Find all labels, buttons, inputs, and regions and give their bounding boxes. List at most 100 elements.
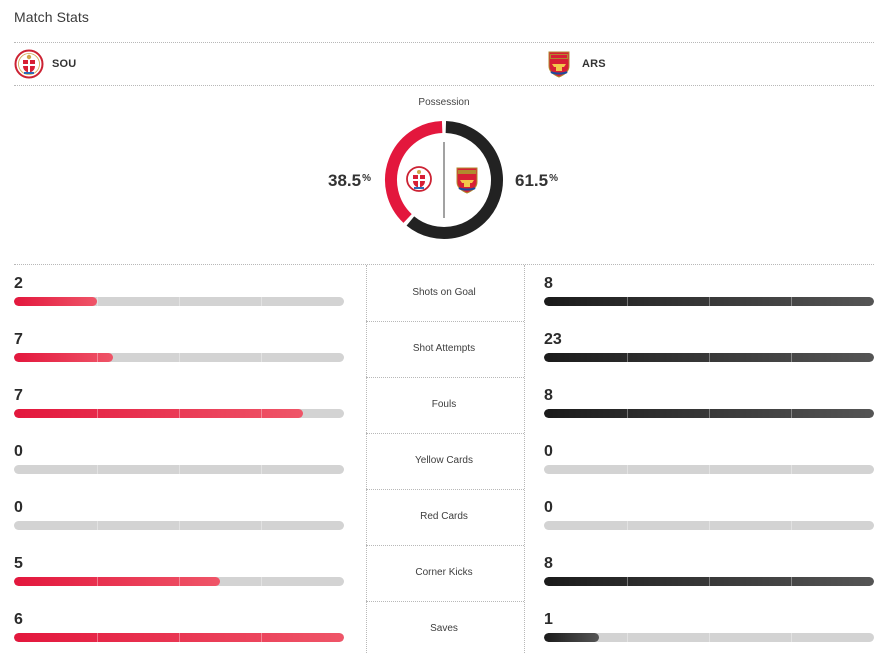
away-stat-bar-fill [544, 577, 874, 586]
away-stat-value: 23 [544, 331, 562, 348]
home-stat-bar-fill [14, 409, 303, 418]
bar-segment-tick [791, 521, 792, 530]
stat-row: 0 0 Red Cards [14, 489, 874, 545]
bar-segment-tick [261, 465, 262, 474]
away-stat-bar-track [544, 521, 874, 530]
home-stat-bar-track [14, 465, 344, 474]
home-stat-value: 0 [14, 443, 23, 460]
bar-segment-tick [97, 633, 98, 642]
home-team-abbr: SOU [52, 58, 77, 70]
away-stat-bar-fill [544, 633, 599, 642]
stat-label: Yellow Cards [415, 455, 473, 466]
bar-segment-tick [261, 633, 262, 642]
home-team[interactable]: SOU [14, 49, 76, 79]
bar-segment-tick [709, 297, 710, 306]
divider [14, 42, 874, 43]
home-stat-bar-track [14, 521, 344, 530]
home-possession-arc [385, 121, 443, 223]
possession-label: Possession [418, 97, 470, 108]
away-stat-value: 8 [544, 275, 553, 292]
stat-row: 7 23 Shot Attempts [14, 321, 874, 377]
away-stat-bar-track [544, 633, 874, 642]
bar-segment-tick [627, 633, 628, 642]
stat-label: Shots on Goal [412, 287, 476, 298]
home-stat-bar-fill [14, 577, 221, 586]
donut-away-crest-icon [456, 167, 478, 194]
stat-row: 2 8 Shots on Goal [14, 265, 874, 321]
donut-home-crest-icon [406, 166, 432, 192]
bar-segment-tick [261, 353, 262, 362]
stat-label: Shot Attempts [412, 343, 476, 354]
bar-segment-tick [179, 633, 180, 642]
stat-row: 5 8 Corner Kicks [14, 545, 874, 601]
away-stat-value: 0 [544, 443, 553, 460]
stat-label: Red Cards [420, 511, 468, 522]
bar-segment-tick [97, 465, 98, 474]
row-divider [366, 433, 524, 434]
bar-segment-tick [179, 297, 180, 306]
away-stat-value: 8 [544, 555, 553, 572]
row-divider [366, 321, 524, 322]
stat-row: 0 0 Yellow Cards [14, 433, 874, 489]
stat-label: Fouls [431, 399, 457, 410]
away-stat-bar-fill [544, 297, 874, 306]
column-divider-left [366, 265, 367, 653]
bar-segment-tick [97, 297, 98, 306]
bar-segment-tick [709, 633, 710, 642]
bar-segment-tick [791, 409, 792, 418]
away-stat-bar-track [544, 409, 874, 418]
bar-segment-tick [709, 353, 710, 362]
away-stat-bar-fill [544, 353, 874, 362]
home-stat-bar-fill [14, 297, 97, 306]
stat-label: Saves [430, 623, 458, 634]
away-stat-value: 1 [544, 611, 553, 628]
bar-segment-tick [261, 297, 262, 306]
bar-segment-tick [791, 577, 792, 586]
southampton-crest-icon [14, 49, 44, 79]
bar-segment-tick [261, 521, 262, 530]
away-possession-arc [406, 121, 503, 239]
away-team[interactable]: ARS [544, 49, 606, 79]
column-divider-right [524, 265, 525, 653]
home-stat-value: 7 [14, 387, 23, 404]
stat-label: Corner Kicks [415, 567, 473, 578]
away-stat-bar-track [544, 297, 874, 306]
away-team-abbr: ARS [582, 58, 606, 70]
bar-segment-tick [97, 521, 98, 530]
bar-segment-tick [261, 409, 262, 418]
bar-segment-tick [627, 409, 628, 418]
bar-segment-tick [97, 353, 98, 362]
away-stat-bar-track [544, 577, 874, 586]
bar-segment-tick [97, 409, 98, 418]
home-stat-bar-track [14, 409, 344, 418]
home-stat-bar-track [14, 297, 344, 306]
home-stat-bar-fill [14, 633, 344, 642]
row-divider [366, 489, 524, 490]
row-divider [366, 377, 524, 378]
bar-segment-tick [791, 353, 792, 362]
bar-segment-tick [627, 353, 628, 362]
away-stat-bar-track [544, 353, 874, 362]
home-stat-bar-track [14, 353, 344, 362]
away-stat-value: 8 [544, 387, 553, 404]
bar-segment-tick [627, 521, 628, 530]
home-stat-value: 0 [14, 499, 23, 516]
home-stat-value: 6 [14, 611, 23, 628]
row-divider [366, 601, 524, 602]
bar-segment-tick [791, 465, 792, 474]
bar-segment-tick [709, 409, 710, 418]
bar-segment-tick [709, 521, 710, 530]
home-stat-value: 2 [14, 275, 23, 292]
section-title: Match Stats [14, 9, 90, 25]
divider [14, 85, 874, 86]
home-possession-value: 38.5% [328, 171, 371, 190]
away-possession-value: 61.5% [515, 171, 558, 190]
bar-segment-tick [627, 465, 628, 474]
bar-segment-tick [179, 465, 180, 474]
possession-donut-chart [385, 121, 503, 239]
home-stat-value: 5 [14, 555, 23, 572]
bar-segment-tick [97, 577, 98, 586]
bar-segment-tick [709, 465, 710, 474]
bar-segment-tick [179, 577, 180, 586]
